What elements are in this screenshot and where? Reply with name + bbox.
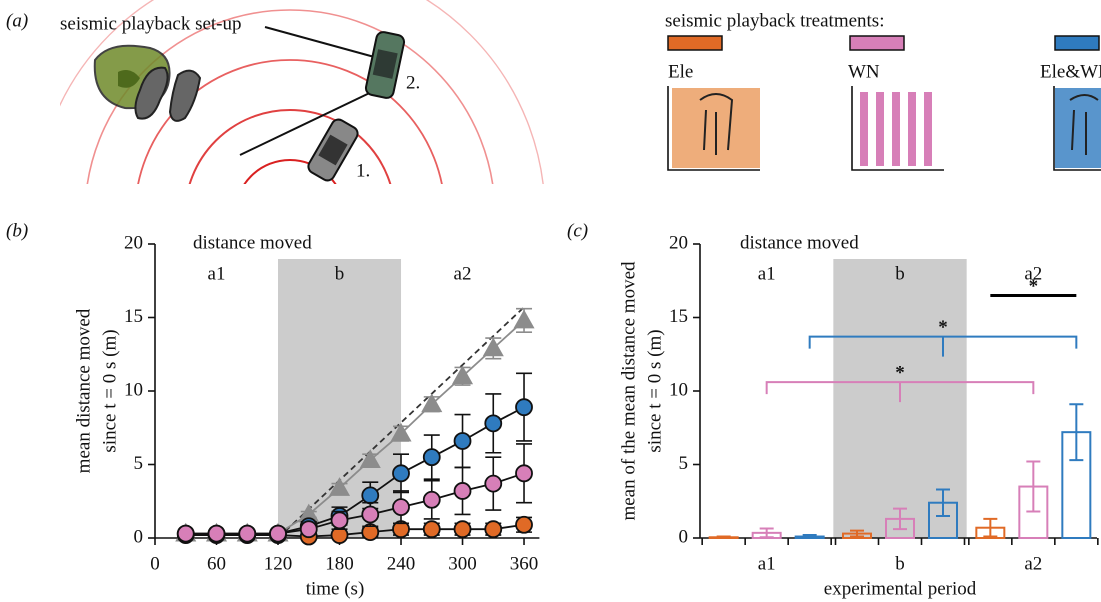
shaded-period — [278, 259, 402, 538]
data-point — [515, 464, 533, 483]
data-point — [453, 432, 472, 450]
x-tick-label: 240 — [387, 553, 416, 574]
treatments-title: seismic playback treatments: — [665, 10, 884, 31]
significance-bracket — [765, 381, 1035, 403]
legend-swatch — [849, 35, 905, 51]
reference-line — [277, 306, 525, 539]
x-tick-label: b — [895, 553, 905, 574]
y-tick-label: 20 — [124, 232, 143, 253]
data-point — [484, 474, 503, 493]
x-tick-label: a1 — [758, 553, 776, 574]
data-point — [515, 515, 533, 534]
data-point — [361, 505, 380, 524]
data-point — [330, 511, 349, 530]
error-bar — [893, 507, 907, 531]
x-tick-label: 120 — [264, 553, 293, 574]
data-point — [176, 524, 195, 543]
data-point — [269, 524, 287, 543]
data-point — [422, 448, 441, 467]
car-label: 1. — [356, 160, 370, 181]
y-tick-label: 5 — [134, 453, 144, 474]
error-bar — [1026, 460, 1041, 513]
error-bar — [802, 534, 817, 539]
data-point — [392, 498, 410, 517]
x-tick-label: 300 — [448, 553, 477, 574]
panel-label: (a) — [6, 10, 28, 31]
y-tick-label: 0 — [679, 526, 689, 547]
y-tick-label: 10 — [124, 379, 143, 400]
data-point — [451, 365, 474, 385]
data-point — [299, 520, 318, 539]
y-tick-label: 10 — [669, 379, 688, 400]
period-label: a2 — [454, 263, 472, 284]
x-tick-label: 360 — [510, 553, 539, 574]
y-axis-label: mean of the mean distance moved — [618, 261, 639, 521]
treatment-thumbnails — [667, 86, 1101, 171]
setup-title: seismic playback set-up — [60, 13, 242, 34]
data-point — [421, 393, 443, 413]
legend-swatch — [667, 35, 723, 51]
legend-swatch — [1054, 35, 1100, 51]
data-point — [361, 486, 380, 505]
significance-bracket — [808, 335, 1078, 357]
y-tick-label: 0 — [134, 526, 144, 547]
significance-star: * — [895, 363, 905, 384]
data-point — [484, 414, 503, 433]
error-bar — [983, 517, 998, 538]
y-tick-label: 5 — [679, 453, 689, 474]
period-label: b — [895, 263, 905, 284]
period-label: a1 — [758, 263, 776, 284]
y-tick-label: 15 — [124, 306, 143, 327]
data-point — [453, 482, 472, 500]
data-point — [328, 477, 351, 496]
legend-label: Ele&WN — [1040, 61, 1101, 82]
x-axis-label: time (s) — [306, 578, 365, 599]
data-point — [513, 309, 535, 329]
data-point — [390, 422, 412, 442]
error-bar — [850, 529, 864, 538]
y-axis-label: mean distance moved — [73, 308, 94, 473]
car-label: 2. — [406, 72, 420, 93]
error-bar — [759, 527, 774, 539]
legend-label: WN — [848, 61, 880, 82]
data-point — [515, 398, 533, 417]
data-point — [484, 520, 503, 539]
data-point — [207, 524, 226, 543]
error-bar — [936, 488, 950, 517]
y-axis-label: since t = 0 s (m) — [99, 329, 120, 452]
y-axis-label: since t = 0 s (m) — [644, 329, 665, 452]
period-label: a2 — [1024, 263, 1042, 284]
chart-title: distance moved — [740, 232, 859, 253]
panel-label: (c) — [567, 220, 588, 241]
significance-star: * — [1029, 276, 1039, 297]
x-tick-label: 60 — [207, 553, 226, 574]
period-label: b — [335, 263, 345, 284]
x-tick-label: a2 — [1024, 553, 1042, 574]
setup-illustration — [60, 0, 544, 184]
panel-label: (b) — [6, 220, 28, 241]
data-point — [482, 337, 504, 357]
x-tick-label: 0 — [150, 553, 160, 574]
x-axis-label: experimental period — [824, 578, 977, 599]
significance-star: * — [938, 317, 948, 338]
y-tick-label: 20 — [669, 232, 688, 253]
data-point — [422, 490, 441, 509]
y-tick-label: 15 — [669, 306, 688, 327]
data-point — [238, 524, 257, 543]
x-tick-label: 180 — [325, 553, 354, 574]
data-point — [392, 464, 410, 483]
data-point — [453, 520, 472, 539]
chart-title: distance moved — [193, 232, 312, 253]
error-bar — [716, 535, 731, 539]
error-bar — [1069, 403, 1084, 462]
legend-label: Ele — [668, 61, 693, 82]
data-point — [422, 520, 441, 539]
data-point — [359, 449, 381, 468]
period-label: a1 — [208, 263, 226, 284]
